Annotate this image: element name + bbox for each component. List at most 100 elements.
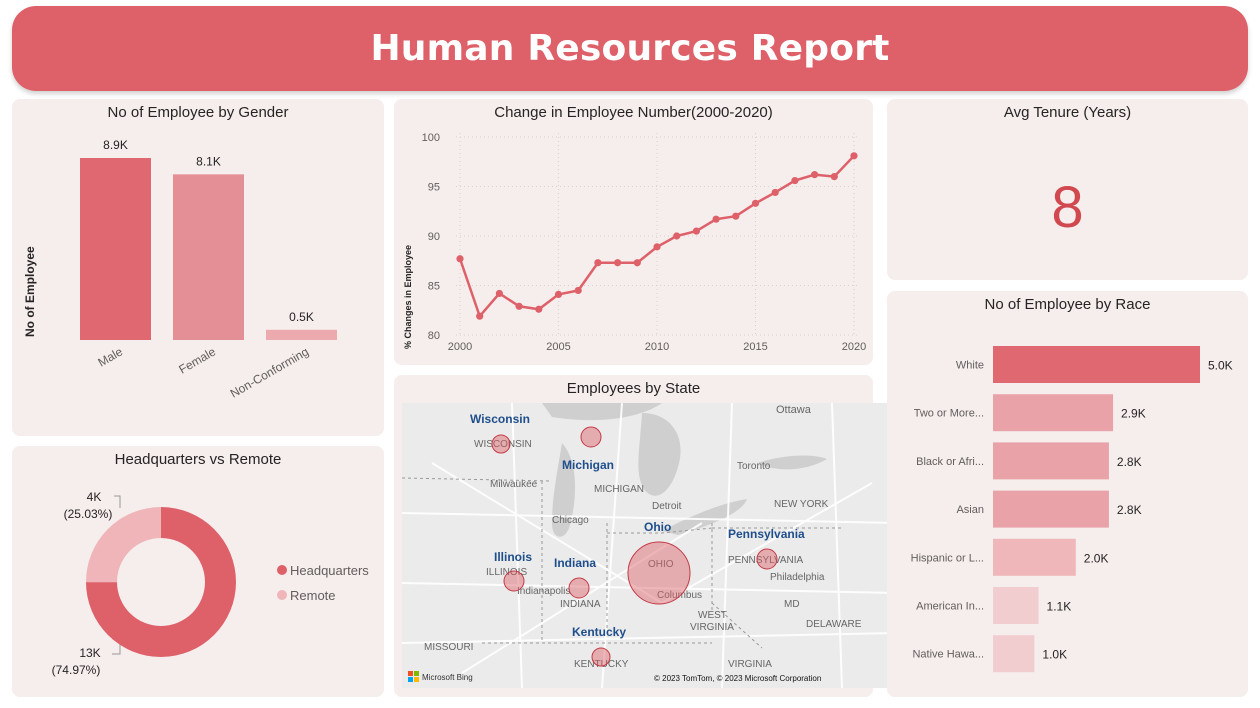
lake-superior	[542, 403, 662, 421]
race-bar-chart[interactable]: White 5.0K Two or More... 2.9K Black or Afri…	[887, 291, 1248, 697]
hq-pct-label: (74.97%)	[52, 663, 101, 677]
trend-data-point[interactable]	[692, 227, 700, 235]
race-bar[interactable]	[993, 394, 1114, 432]
bubble-wisconsin[interactable]	[491, 434, 511, 454]
svg-text:Philadelphia: Philadelphia	[770, 572, 825, 583]
race-bar[interactable]	[993, 490, 1109, 528]
trend-x-tick-label: 2020	[842, 341, 866, 353]
gender-chart-card[interactable]: No of Employee by Gender No of Employee …	[12, 99, 384, 436]
svg-text:KENTUCKY: KENTUCKY	[574, 659, 629, 670]
trend-data-point[interactable]	[633, 259, 641, 267]
svg-text:Chicago: Chicago	[552, 515, 589, 526]
trend-data-point[interactable]	[771, 188, 779, 197]
state-map-title: Employees by State	[566, 380, 701, 397]
svg-text:WEST: WEST	[698, 610, 727, 621]
race-category-label: American In...	[916, 601, 984, 613]
trend-data-point[interactable]	[791, 176, 799, 185]
bing-label: Microsoft Bing	[422, 673, 473, 682]
trend-x-tick-label: 2005	[546, 341, 570, 353]
svg-text:DELAWARE: DELAWARE	[806, 619, 862, 630]
trend-y-tick-label: 100	[422, 132, 440, 144]
trend-data-point[interactable]	[574, 286, 582, 295]
trend-data-point[interactable]	[614, 259, 622, 267]
race-chart-card[interactable]: No of Employee by Race White 5.0K Two or M…	[887, 291, 1248, 697]
trend-data-point[interactable]	[495, 289, 503, 298]
state-map[interactable]: Ottawa WISCONSIN MICHIGAN Milwaukee Toro…	[402, 403, 896, 688]
state-label-indiana: Indiana	[554, 556, 596, 570]
trend-data-point[interactable]	[732, 212, 740, 220]
trend-data-point[interactable]	[554, 290, 563, 299]
bubble-illinois[interactable]	[503, 570, 525, 592]
trend-y-tick-label: 90	[428, 231, 440, 243]
donut-slice-headquarters[interactable]	[86, 507, 237, 657]
race-bar[interactable]	[993, 538, 1076, 576]
svg-text:PENNSYLVANIA: PENNSYLVANIA	[728, 555, 804, 566]
trend-data-point[interactable]	[456, 255, 464, 263]
legend-headquarters-label[interactable]: Headquarters	[290, 563, 369, 578]
race-bar[interactable]	[993, 346, 1200, 383]
trend-data-point[interactable]	[653, 243, 661, 251]
trend-data-point[interactable]	[850, 152, 858, 160]
tenure-kpi-value: 8	[1051, 175, 1084, 240]
gender-bar-non-conforming[interactable]	[266, 329, 337, 340]
svg-text:MD: MD	[784, 599, 800, 610]
trend-chart-card[interactable]: Change in Employee Number(2000-2020) % C…	[394, 99, 873, 365]
gender-category-label: Male	[95, 344, 125, 369]
svg-text:MICHIGAN: MICHIGAN	[594, 484, 644, 495]
map-state-labels: Wisconsin Michigan Ohio Illinois Indiana…	[470, 412, 805, 639]
donut-slice-remote[interactable]	[86, 507, 161, 583]
trend-data-point[interactable]	[673, 232, 681, 240]
state-map-canvas[interactable]: Ottawa WISCONSIN MICHIGAN Milwaukee Toro…	[402, 403, 896, 688]
trend-line-chart[interactable]: % Changes in Employee 80 85 90 95 100 2000 200…	[394, 99, 873, 365]
trend-data-point[interactable]	[712, 215, 720, 223]
bubble-pennsylvania[interactable]	[756, 548, 778, 570]
lake-erie	[662, 499, 747, 535]
trend-y-tick-label: 85	[428, 281, 440, 293]
trend-data-point[interactable]	[535, 305, 543, 313]
legend-remote-label[interactable]: Remote	[290, 588, 336, 603]
race-bar-value-label: 5.0K	[1208, 359, 1233, 373]
hq-remote-donut-chart[interactable]: 4K (25.03%) 13K (74.97%) Headquarters Re…	[12, 446, 384, 697]
trend-data-point[interactable]	[830, 173, 838, 181]
trend-x-tick-label: 2015	[743, 341, 767, 353]
map-base-labels: Ottawa WISCONSIN MICHIGAN Milwaukee Toro…	[424, 404, 862, 670]
state-label-pennsylvania: Pennsylvania	[728, 527, 805, 541]
svg-text:Ottawa: Ottawa	[776, 404, 812, 416]
bubble-ohio[interactable]	[627, 541, 691, 605]
trend-data-point[interactable]	[515, 302, 523, 310]
race-bar-value-label: 1.1K	[1047, 600, 1072, 614]
tenure-kpi-card[interactable]: Avg Tenure (Years) 8	[887, 99, 1248, 280]
trend-data-point[interactable]	[751, 199, 760, 207]
state-label-illinois: Illinois	[494, 550, 532, 564]
gender-bar-value-label: 0.5K	[289, 310, 314, 324]
hq-remote-card[interactable]: Headquarters vs Remote 4K (25.03%) 13K (…	[12, 446, 384, 697]
trend-data-point[interactable]	[476, 312, 484, 320]
legend-remote-marker	[277, 590, 287, 600]
race-bar[interactable]	[993, 635, 1035, 673]
map-bubbles[interactable]	[491, 426, 778, 667]
race-bar-value-label: 2.8K	[1117, 503, 1142, 517]
remote-pct-label: (25.03%)	[64, 507, 113, 521]
trend-data-point[interactable]	[811, 171, 819, 179]
race-category-label: Native Hawa...	[912, 649, 984, 661]
bubble-indiana[interactable]	[568, 577, 590, 599]
state-map-card[interactable]: Employees by State Ottawa	[394, 375, 896, 697]
race-bar[interactable]	[993, 442, 1109, 480]
svg-text:NEW YORK: NEW YORK	[774, 499, 829, 510]
bubble-kentucky[interactable]	[591, 647, 611, 667]
hq-value-label: 13K	[79, 646, 100, 660]
svg-text:Milwaukee: Milwaukee	[490, 479, 538, 490]
race-bar[interactable]	[993, 587, 1039, 624]
svg-text:MISSOURI: MISSOURI	[424, 642, 473, 653]
gender-bar-male[interactable]	[80, 158, 151, 340]
lake-ontario	[757, 455, 827, 470]
bubble-michigan[interactable]	[580, 426, 602, 448]
trend-y-tick-label: 80	[428, 330, 440, 342]
svg-text:WISCONSIN: WISCONSIN	[474, 439, 532, 450]
gender-bar-chart[interactable]: No of Employee 8.9K Male 8.1K Female 0.5K Non…	[12, 99, 384, 436]
trend-chart-title: Change in Employee Number(2000-2020)	[494, 104, 773, 121]
race-category-label: Hispanic or L...	[911, 552, 984, 564]
tenure-kpi-title: Avg Tenure (Years)	[1003, 104, 1132, 121]
gender-bar-female[interactable]	[173, 174, 244, 340]
trend-data-point[interactable]	[594, 259, 602, 267]
